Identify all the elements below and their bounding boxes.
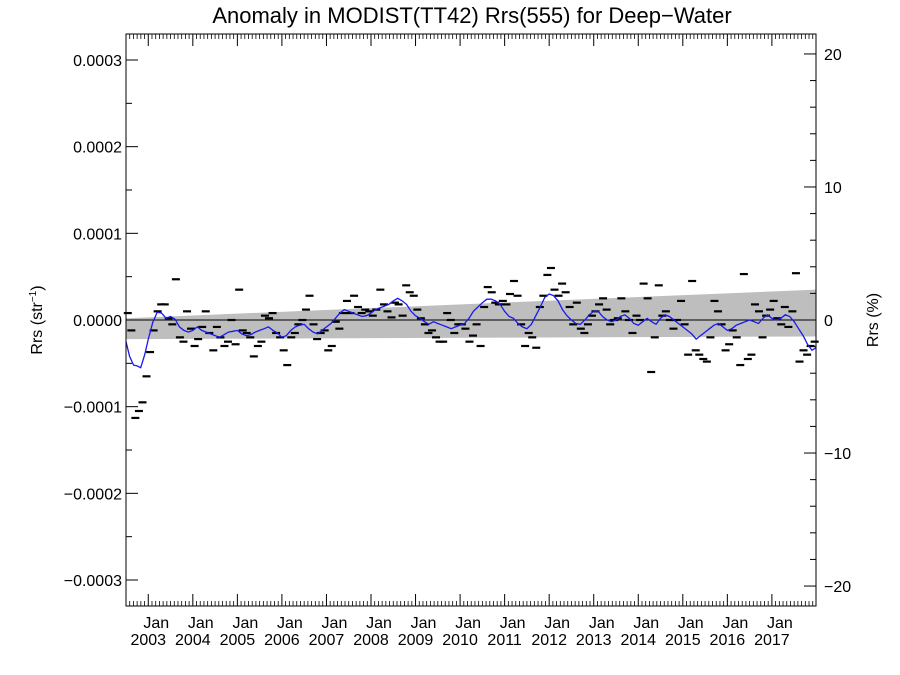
x-tick-year-label: 2015 <box>665 632 701 649</box>
x-tick-month-label: Jan <box>143 615 169 632</box>
x-ticks: Jan2003Jan2004Jan2005Jan2006Jan2007Jan20… <box>125 34 814 649</box>
left-tick-label: 0.0003 <box>73 53 122 70</box>
left-tick-label: −0.0003 <box>64 573 122 590</box>
left-y-ticks: 0.0003 0.0002 0.0001 0.0000 −0.0001 −0.0002 −0… <box>64 53 138 590</box>
smoothed-line-layer <box>125 293 817 369</box>
x-tick-year-label: 2013 <box>576 632 612 649</box>
x-tick-month-label: Jan <box>678 615 704 632</box>
right-tick-label: 10 <box>824 180 842 197</box>
x-tick-month-label: Jan <box>188 615 214 632</box>
y-axis-label-left: Rrs (str−1) <box>28 285 46 354</box>
x-tick-month-label: Jan <box>455 615 481 632</box>
x-tick-year-label: 2006 <box>264 632 300 649</box>
left-tick-label: 0.0001 <box>73 226 122 243</box>
left-tick-label: 0.0000 <box>73 313 122 330</box>
x-tick-year-label: 2007 <box>309 632 345 649</box>
x-tick-year-label: 2008 <box>353 632 389 649</box>
x-tick-month-label: Jan <box>633 615 659 632</box>
smoothed-line <box>125 293 817 369</box>
x-tick-year-label: 2003 <box>130 632 166 649</box>
monthly-points-layer <box>123 266 819 420</box>
x-tick-month-label: Jan <box>722 615 748 632</box>
right-y-ticks: 20 10 0 −10 −20 <box>804 47 851 596</box>
x-tick-month-label: Jan <box>544 615 570 632</box>
left-tick-label: −0.0002 <box>64 486 122 503</box>
x-tick-year-label: 2009 <box>398 632 434 649</box>
right-tick-label: 20 <box>824 47 842 64</box>
x-tick-year-label: 2014 <box>620 632 656 649</box>
x-tick-year-label: 2005 <box>220 632 256 649</box>
x-tick-year-label: 2010 <box>442 632 478 649</box>
x-tick-year-label: 2012 <box>531 632 567 649</box>
x-tick-month-label: Jan <box>232 615 258 632</box>
left-tick-label: 0.0002 <box>73 140 122 157</box>
x-tick-year-label: 2011 <box>487 632 522 649</box>
x-tick-month-label: Jan <box>767 615 793 632</box>
x-tick-month-label: Jan <box>411 615 437 632</box>
x-tick-month-label: Jan <box>322 615 348 632</box>
x-tick-year-label: 2016 <box>710 632 746 649</box>
x-tick-year-label: 2004 <box>175 632 211 649</box>
x-tick-month-label: Jan <box>589 615 615 632</box>
y-axis-label-right: Rrs (%) <box>865 293 882 347</box>
right-tick-label: −10 <box>824 446 851 463</box>
x-tick-year-label: 2017 <box>754 632 790 649</box>
right-tick-label: 0 <box>824 313 833 330</box>
x-tick-month-label: Jan <box>500 615 526 632</box>
left-tick-label: −0.0001 <box>64 400 122 417</box>
x-tick-month-label: Jan <box>366 615 392 632</box>
x-tick-month-label: Jan <box>277 615 303 632</box>
right-tick-label: −20 <box>824 579 851 596</box>
chart-title: Anomaly in MODIST(TT42) Rrs(555) for Dee… <box>212 3 731 28</box>
